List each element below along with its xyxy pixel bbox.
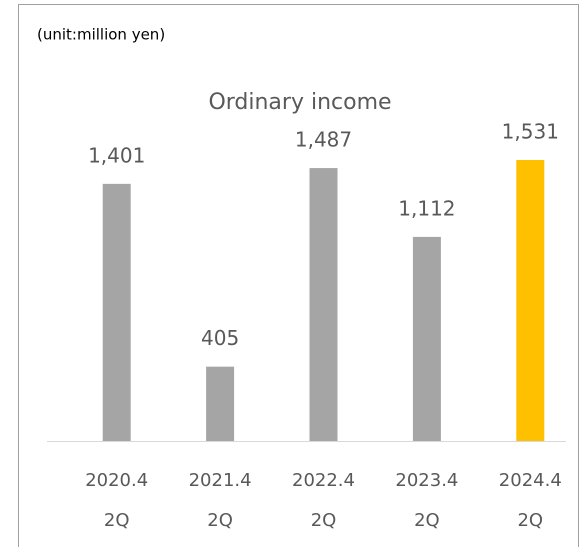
x-tick-label: 2Q xyxy=(311,510,337,531)
value-label: 1,112 xyxy=(398,196,455,220)
x-tick-label: 2022.4 xyxy=(292,470,355,491)
value-label: 1,531 xyxy=(502,120,559,144)
value-label: 405 xyxy=(201,326,239,350)
x-tick-label: 2Q xyxy=(207,510,233,531)
bar xyxy=(206,366,235,441)
x-tick-label: 2Q xyxy=(104,510,130,531)
x-tick-label: 2Q xyxy=(414,510,440,531)
x-tick-label: 2023.4 xyxy=(395,470,458,491)
x-tick-label: 2Q xyxy=(517,510,543,531)
bar xyxy=(102,183,131,441)
unit-label: (unit:million yen) xyxy=(37,26,165,44)
chart-frame xyxy=(18,4,579,547)
x-tick-label: 2020.4 xyxy=(85,470,148,491)
x-tick-label: 2021.4 xyxy=(189,470,252,491)
bar xyxy=(412,236,441,441)
bar xyxy=(309,168,338,442)
bar xyxy=(516,160,545,441)
chart-title: Ordinary income xyxy=(208,90,391,115)
x-tick-label: 2024.4 xyxy=(499,470,562,491)
value-label: 1,487 xyxy=(295,128,352,152)
value-label: 1,401 xyxy=(88,143,145,167)
